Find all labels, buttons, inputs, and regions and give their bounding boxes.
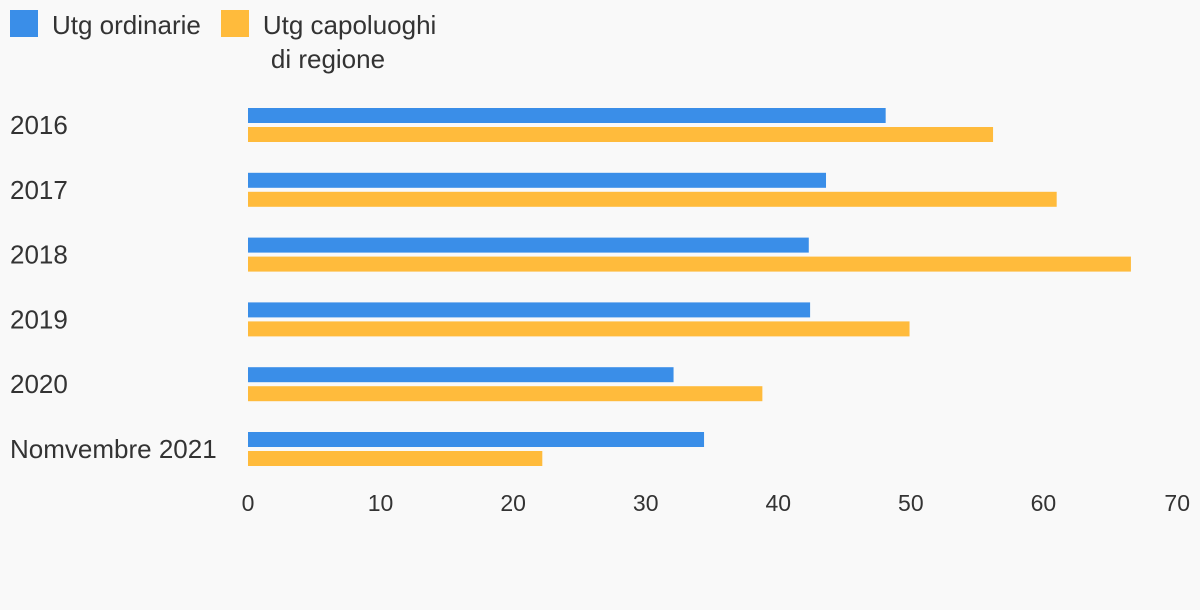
bar-series-2-2017 <box>248 191 1057 207</box>
legend-label-line: Utg capoluoghi <box>262 10 437 40</box>
x-axis-tick-label: 0 <box>242 490 255 516</box>
legend-label-utg-ordinarie: Utg ordinarie <box>52 8 201 42</box>
bar-series-1-2017 <box>248 172 827 188</box>
x-axis-tick-label: 60 <box>1031 490 1057 516</box>
x-axis-tick-label: 30 <box>633 490 659 516</box>
legend-item-utg-ordinarie: Utg ordinarie <box>10 8 201 42</box>
legend: Utg ordinarie Utg capoluoghi di regione <box>10 8 456 76</box>
bar-series-1-nomvembre-2021 <box>248 432 705 447</box>
legend-swatch-utg-ordinarie <box>10 10 38 37</box>
bar-series-2-2018 <box>248 256 1131 272</box>
x-axis-tick-label: 50 <box>898 490 924 516</box>
bar-series-2-nomvembre-2021 <box>248 451 543 466</box>
x-axis-tick-label: 70 <box>1164 490 1190 516</box>
legend-label-line: di regione <box>270 44 386 74</box>
bar-series-2-2016 <box>248 127 994 142</box>
bars-layer <box>248 108 1131 466</box>
legend-label-line: Utg ordinarie <box>52 10 201 40</box>
y-axis-label: 2017 <box>10 175 68 205</box>
y-axis-label: 2020 <box>10 369 68 399</box>
x-axis-tick-label: 20 <box>500 490 526 516</box>
bar-series-1-2020 <box>248 367 674 383</box>
bar-series-1-2018 <box>248 237 809 253</box>
y-axis-label: Nomvembre 2021 <box>10 434 217 464</box>
y-axis-labels: 2016 2017 2018 2019 2020 Nomvembre 2021 <box>10 110 217 464</box>
x-axis-tick-label: 10 <box>368 490 394 516</box>
y-axis-label: 2016 <box>10 110 68 140</box>
bar-series-2-2020 <box>248 386 763 402</box>
y-axis-label: 2018 <box>10 240 68 270</box>
legend-item-utg-capoluoghi: Utg capoluoghi di regione <box>220 8 436 76</box>
legend-label-utg-capoluoghi: Utg capoluoghi di regione <box>263 8 436 76</box>
legend-swatch-utg-capoluoghi <box>220 10 249 37</box>
bar-series-2-2019 <box>248 321 910 337</box>
bar-series-1-2019 <box>248 302 811 318</box>
x-axis-tick-label: 40 <box>765 490 791 516</box>
bar-series-1-2016 <box>248 108 886 123</box>
x-axis-tick-labels: 0 10 20 30 40 50 60 70 <box>242 490 1190 516</box>
y-axis-label: 2019 <box>10 304 68 334</box>
